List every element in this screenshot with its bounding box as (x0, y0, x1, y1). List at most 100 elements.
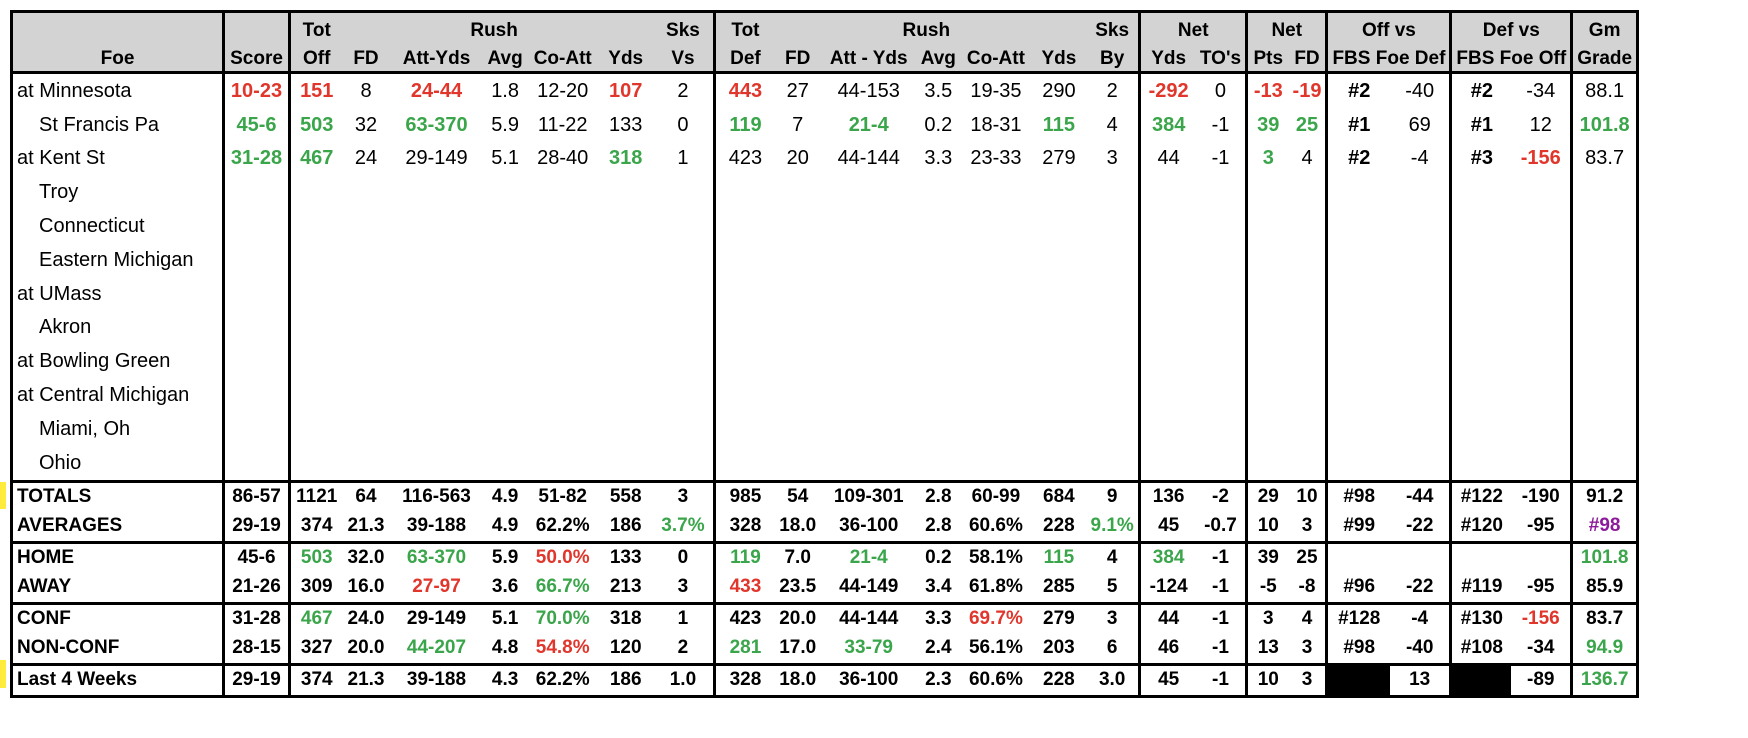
summary-cell-net-yds: 46 (1158, 637, 1180, 659)
game-cell-net-tos (1195, 209, 1249, 243)
game-cell-sks-vs (652, 242, 717, 277)
game-cell-pass-yds (599, 175, 653, 209)
game-cell-sks-vs (652, 344, 717, 379)
game-cell-score (223, 242, 291, 277)
column-header-sks-vs: Vs (652, 41, 717, 73)
summary-cell-score: 86-57 (223, 481, 291, 512)
game-cell-def-rush-avg (917, 175, 960, 209)
summary-row: AWAY 21-26 309 16.0 27-97 3.6 66.7% 213 3 433 23.5… (10, 572, 1640, 604)
game-row: Troy (10, 175, 1640, 210)
game-cell-rush-att-yds: 63-370 (405, 113, 468, 136)
header-group-9 (774, 11, 821, 41)
game-cell-def-fd (775, 243, 821, 277)
summary-cell-def-fbs-rank (1450, 664, 1512, 697)
summary-cell-def-co-att: 60-99 (971, 486, 1021, 508)
column-header-def-rush-att-yds: Att - Yds (820, 41, 917, 73)
game-cell-def-rush-att-yds: 21-4 (848, 113, 889, 136)
summary-cell-def-rush-att-yds: 21-4 (849, 547, 888, 569)
game-cell-rush-avg (484, 412, 527, 446)
summary-cell-def-foe-off: -95 (1511, 511, 1574, 543)
game-cell-off-fd (343, 277, 390, 311)
summary-label: TOTALS (10, 481, 225, 512)
game-cell-def-fd: 7 (792, 113, 804, 136)
summary-row: CONF 31-28 467 24.0 29-149 5.1 70.0% 318 1 423 20.… (10, 603, 1640, 634)
game-cell-gm-grade (1571, 175, 1640, 210)
game-cell-rush-avg (484, 243, 527, 277)
summary-cell-tot-off: 374 (300, 669, 333, 691)
game-cell-net-yds: 44 (1157, 147, 1180, 170)
game-cell-tot-off: 503 (300, 113, 334, 136)
game-foe: Akron (10, 310, 225, 345)
game-row: at Central Michigan (10, 378, 1640, 412)
game-cell-def-co-att (960, 277, 1032, 311)
game-cell-tot-def (715, 175, 775, 209)
game-cell-def-foe-off (1511, 175, 1574, 210)
game-cell-def-co-att (960, 412, 1032, 446)
game-cell-def-pass-yds (1032, 175, 1086, 209)
game-cell-pass-yds (599, 209, 653, 243)
game-cell-tot-off: 467 (300, 147, 334, 170)
game-foe: Eastern Michigan (10, 242, 225, 277)
game-cell-gm-grade: 88.1 (1571, 72, 1640, 108)
game-cell-co-att: 28-40 (537, 147, 589, 170)
game-cell-def-co-att (960, 344, 1032, 378)
game-cell-sks-by (1085, 175, 1142, 210)
game-cell-def-rush-avg (917, 446, 960, 481)
summary-cell-def-pass-yds: 203 (1043, 637, 1075, 659)
summary-cell-sks-vs: 3.7% (652, 511, 717, 543)
game-cell-net-fd (1288, 411, 1329, 446)
column-header-def-fbs-rank: FBS Foe Off (1450, 41, 1574, 73)
summary-cell-def-pass-yds: 228 (1043, 669, 1075, 691)
column-header-gm-grade: Grade (1571, 41, 1640, 73)
column-header-net-tos: TO's (1195, 41, 1249, 73)
summary-cell-def-pass-yds: 684 (1043, 486, 1075, 508)
game-cell-rush-avg: 5.9 (491, 113, 519, 136)
game-cell-pass-yds: 318 (609, 147, 643, 170)
column-header-sks-by: By (1085, 41, 1142, 73)
game-cell-gm-grade (1571, 242, 1640, 277)
game-cell-def-pass-yds (1032, 311, 1086, 345)
game-cell-net-pts (1247, 344, 1289, 378)
summary-cell-rush-avg: 4.9 (491, 515, 519, 537)
game-cell-def-rush-avg (917, 378, 960, 412)
summary-cell-def-rush-att-yds: 36-100 (839, 669, 899, 691)
column-header-def-rush-avg: Avg (916, 41, 960, 73)
game-cell-rush-avg (484, 277, 527, 311)
game-cell-sks-by (1085, 411, 1142, 446)
column-header-off-fd: FD (342, 41, 390, 73)
summary-cell-def-foe-off: -89 (1511, 664, 1574, 697)
game-cell-def-rush-avg: 3.5 (924, 79, 953, 102)
summary-cell-net-yds: 136 (1152, 486, 1185, 508)
game-cell-def-foe-off (1511, 411, 1574, 446)
game-cell-off-fbs-rank: #1 (1348, 113, 1371, 136)
game-cell-net-tos: -1 (1195, 141, 1249, 176)
summary-cell-pass-yds: 318 (609, 608, 642, 630)
game-cell-co-att (527, 344, 599, 378)
game-cell-def-rush-att-yds (821, 378, 917, 412)
game-cell-def-rush-att-yds: 44-144 (837, 147, 900, 170)
summary-cell-rush-att-yds: 44-207 (406, 637, 467, 659)
summary-cell-def-co-att: 58.1% (968, 547, 1023, 569)
summary-cell-net-fd: 4 (1288, 603, 1329, 634)
summary-section: Last 4 Weeks 29-19 374 21.3 39-188 4.3 62.2% 18… (10, 664, 1640, 697)
game-cell-sks-vs (652, 378, 717, 412)
game-cell-def-rush-avg (917, 243, 960, 277)
game-cell-net-pts (1247, 311, 1289, 345)
summary-cell-tot-def: 423 (729, 608, 762, 630)
game-cell-tot-def (715, 311, 775, 345)
game-cell-def-fbs-rank (1451, 344, 1511, 378)
summary-label: CONF (10, 603, 225, 634)
game-cell-sks-by (1085, 242, 1142, 277)
summary-cell-pass-yds: 186 (609, 669, 642, 691)
game-cell-def-co-att: 18-31 (970, 113, 1022, 136)
game-cell-sks-vs: 0 (652, 107, 717, 142)
summary-cell-def-foe-off: -190 (1511, 481, 1574, 512)
game-row: at Minnesota 10-23 151 8 24-44 1.8 12-20 107 2 44… (10, 72, 1640, 108)
column-header-co-att: Co-Att (526, 41, 599, 73)
summary-cell-rush-att-yds: 27-97 (412, 576, 461, 598)
game-cell-net-pts (1247, 446, 1289, 481)
game-cell-off-fbs-rank (1327, 311, 1390, 345)
game-cell-def-fbs-rank: #2 (1470, 79, 1493, 102)
game-cell-score (223, 175, 291, 210)
game-cell-def-foe-off: 12 (1511, 107, 1574, 142)
